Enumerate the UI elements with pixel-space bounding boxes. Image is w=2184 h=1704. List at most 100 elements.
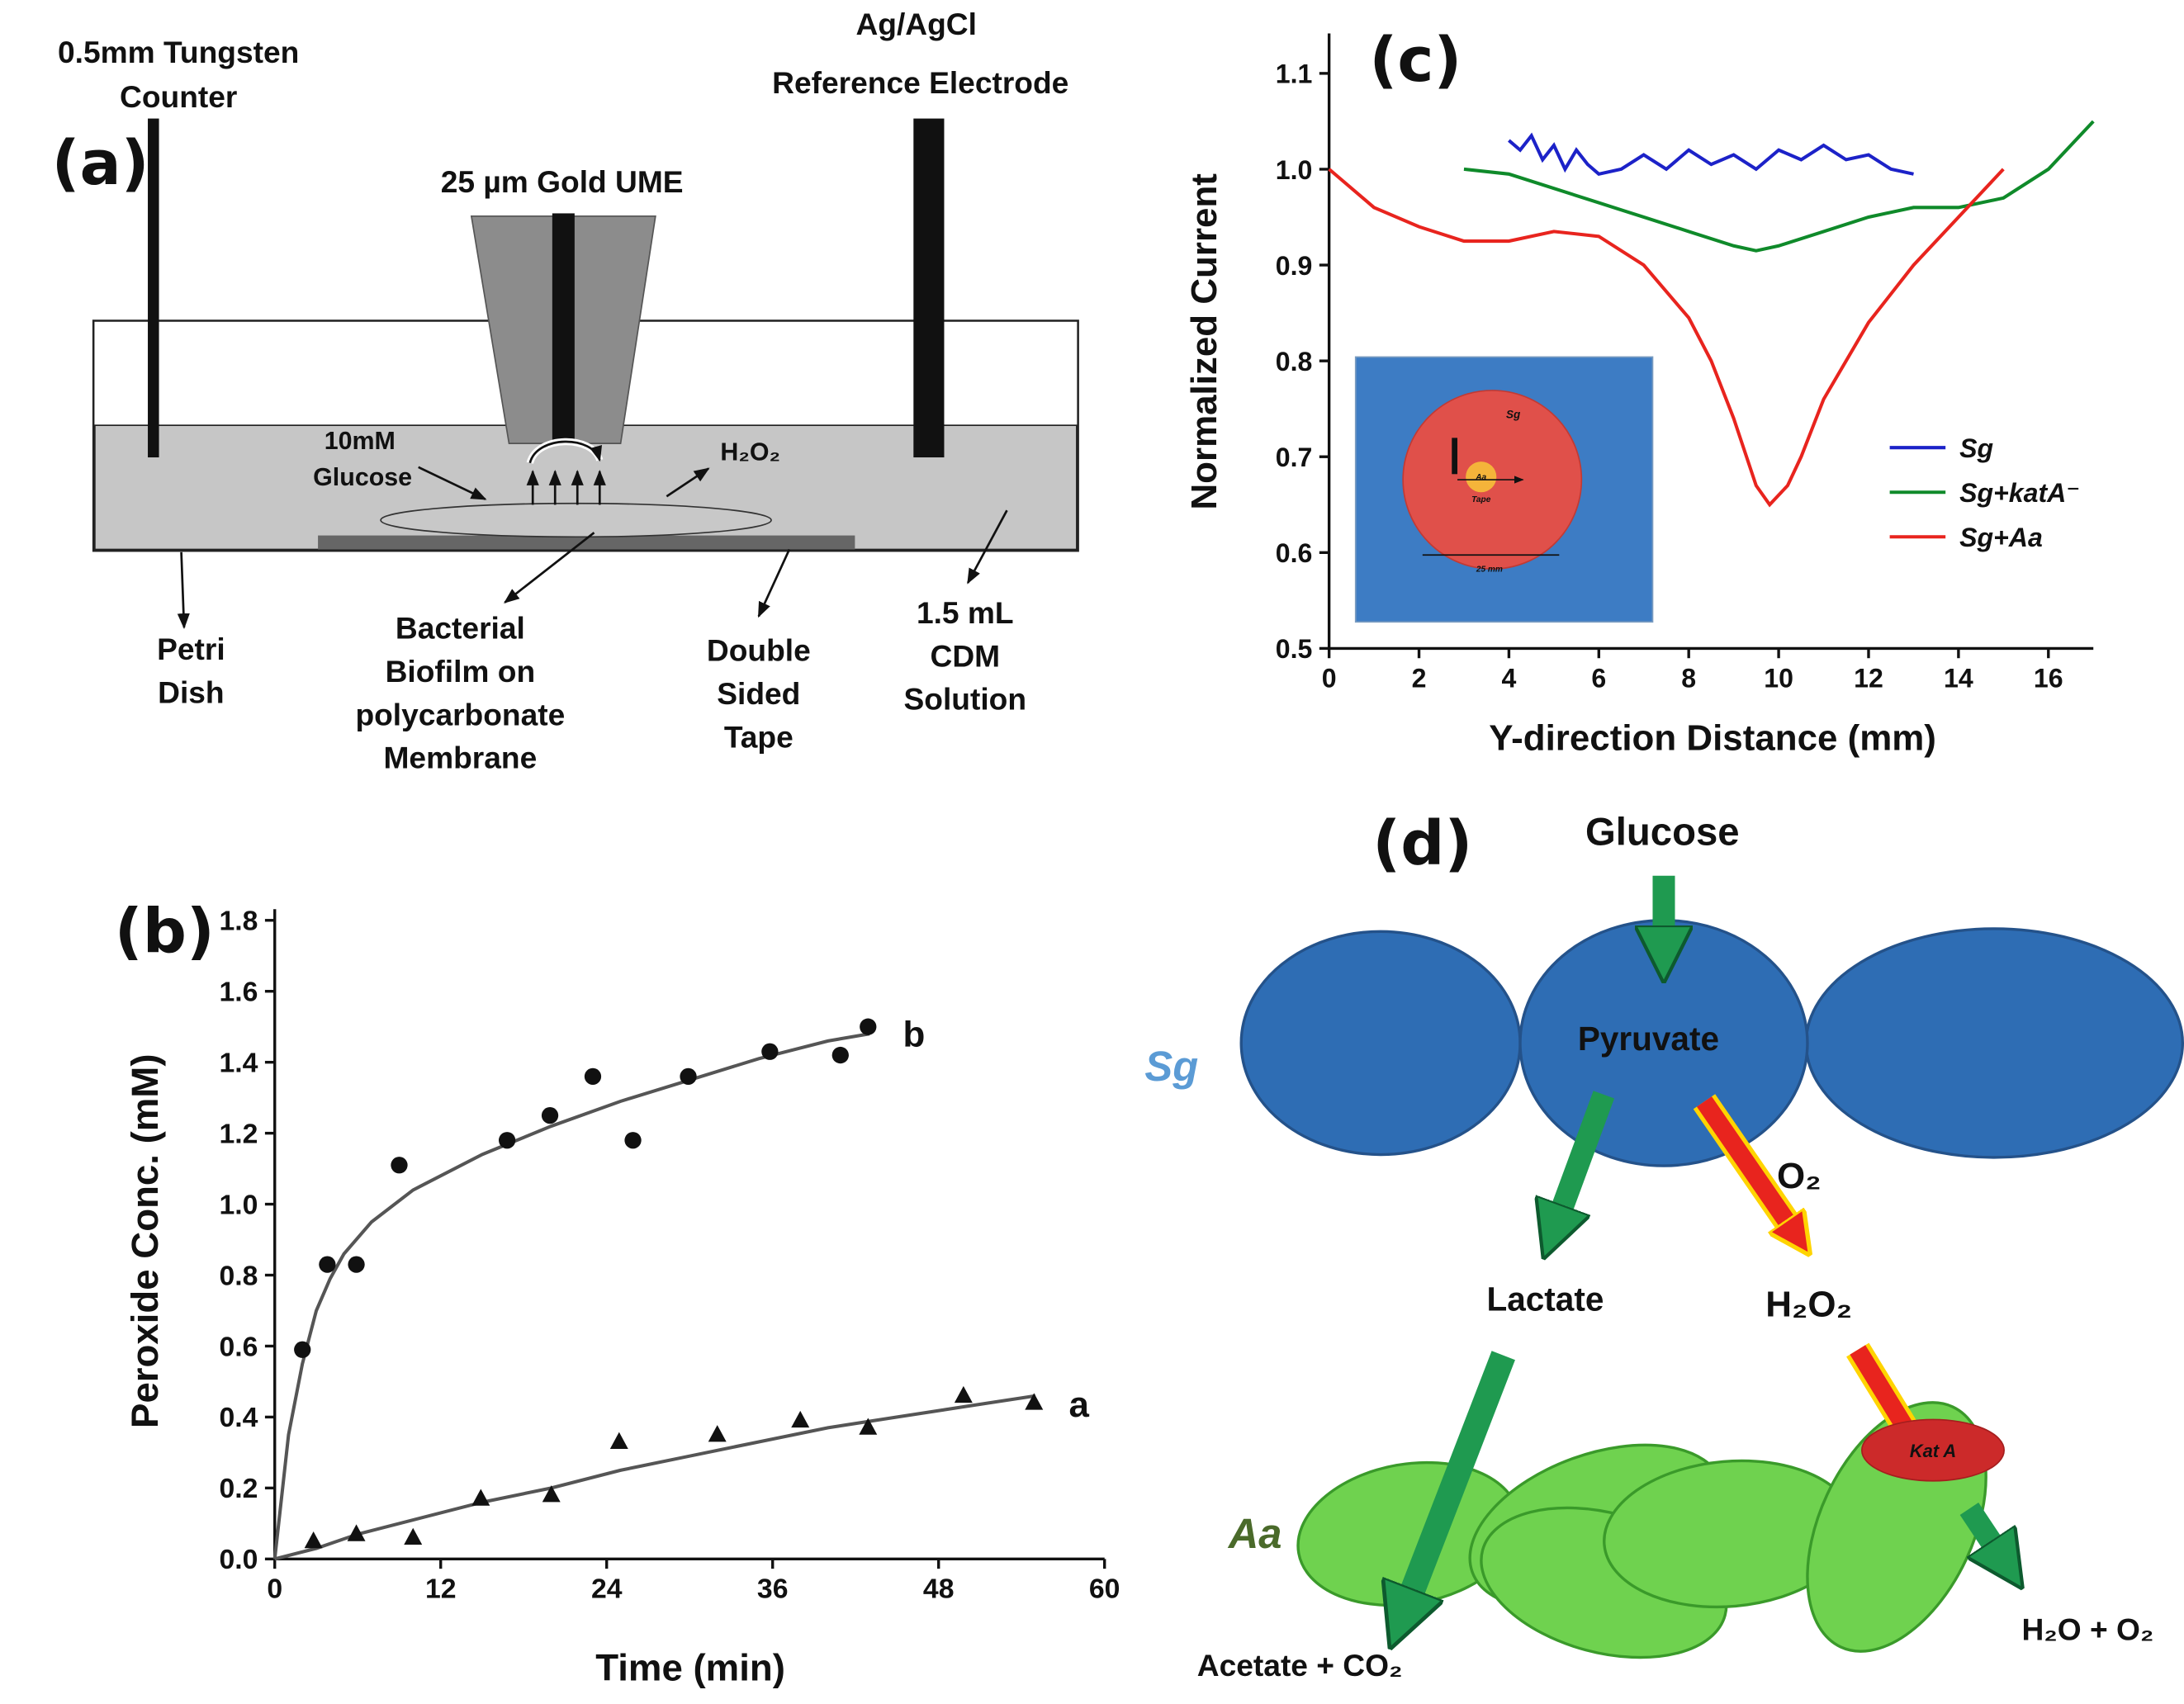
diffusion-arrows <box>177 438 1008 629</box>
y-tick-label: 0.4 <box>220 1402 258 1433</box>
point <box>761 1043 779 1060</box>
point <box>954 1385 973 1403</box>
x-tick-label: 0 <box>1322 664 1337 693</box>
point <box>304 1531 323 1549</box>
chart: (c) 0 2 4 6 8 10 12 14 16 0.5 0.6 0.7 0.8 0.9 1.0 1.1 Y-d… <box>1184 24 2095 759</box>
point <box>1025 1393 1044 1410</box>
x-tick-label: 12 <box>425 1574 457 1605</box>
tape-label: Double Sided Tape <box>707 633 811 755</box>
sg-cell <box>1239 930 1522 1157</box>
fit-line <box>272 1032 870 1560</box>
line <box>1463 120 2095 253</box>
legend-label: Sg <box>1959 433 1993 463</box>
inset-probe <box>1452 438 1458 475</box>
inset-label: 25 mm <box>1476 566 1503 575</box>
y-tick-label: 0.2 <box>220 1473 258 1504</box>
chart: (b) 0 12 24 36 48 60 0.0 0.2 0.4 0.6 0.8 1.0 1.2 1.4 1.… <box>115 896 1120 1689</box>
point <box>584 1067 602 1085</box>
aa-cells <box>1296 1401 1987 1659</box>
x-tick-label: 36 <box>757 1574 789 1605</box>
panel-label: (b) <box>115 896 215 968</box>
x-tick-label: 12 <box>1854 664 1883 693</box>
x-tick-label: 48 <box>923 1574 955 1605</box>
y-tick-label: 0.7 <box>1276 443 1313 472</box>
panel-label: (d) <box>1372 807 1472 879</box>
inset-aa <box>1466 462 1497 493</box>
y-axis-label: Normalized Current <box>1184 173 1225 510</box>
counter-label: 0.5mm Tungsten Counter <box>58 35 299 114</box>
legend-label: Sg+Aa <box>1959 523 2043 552</box>
inset-label: Tape <box>1471 495 1491 504</box>
point <box>860 1018 877 1035</box>
panel-label: (c) <box>1369 24 1462 96</box>
point <box>542 1485 561 1503</box>
y-tick-label: 0.9 <box>1276 251 1313 281</box>
y-tick-label: 1.8 <box>220 906 258 937</box>
x-tick-label: 0 <box>267 1574 282 1605</box>
point <box>347 1524 366 1541</box>
point <box>498 1132 516 1149</box>
y-tick-label: 1.2 <box>220 1118 258 1149</box>
pyruvate-label: Pyruvate <box>1578 1020 1719 1058</box>
acetate-label: Acetate + CO₂ <box>1197 1648 1403 1683</box>
series-label: b <box>902 1014 925 1054</box>
biofilm-label: Bacterial Biofilm on polycarbonate Membrane <box>355 611 565 775</box>
point <box>708 1425 727 1442</box>
x-tick-label: 24 <box>591 1574 623 1605</box>
oxygen-label: O₂ <box>1777 1156 1822 1196</box>
kata-label: Kat A <box>1910 1441 1956 1461</box>
x-tick-label: 4 <box>1501 664 1516 693</box>
x-tick-label: 6 <box>1591 664 1606 693</box>
kata-enzyme <box>1860 1418 2005 1482</box>
x-axis-label: Y-direction Distance (mm) <box>1489 718 1936 759</box>
x-axis-label: Time (min) <box>595 1646 785 1688</box>
point <box>859 1418 878 1435</box>
x-tick-label: 60 <box>1089 1574 1120 1605</box>
y-tick-label: 1.6 <box>220 977 258 1008</box>
sg-label: Sg <box>1144 1043 1198 1090</box>
sg-cell <box>1804 927 2184 1159</box>
ume-label: 25 µm Gold UME <box>441 164 684 199</box>
lactate-label: Lactate <box>1486 1280 1604 1318</box>
peroxide-label: H₂O₂ <box>720 438 780 466</box>
line <box>1508 132 1914 176</box>
x-tick-label: 10 <box>1764 664 1793 693</box>
legend-label: Sg+katA⁻ <box>1959 478 2080 508</box>
point <box>791 1410 810 1428</box>
y-tick-label: 0.5 <box>1276 634 1313 664</box>
point <box>404 1527 423 1545</box>
y-tick-label: 1.0 <box>220 1189 258 1220</box>
point <box>391 1157 408 1174</box>
point <box>609 1432 628 1449</box>
inset-label: Sg <box>1506 409 1521 421</box>
peroxide-label: H₂O₂ <box>1765 1284 1852 1324</box>
flux-arrows <box>1409 875 1997 1601</box>
point <box>831 1046 849 1064</box>
x-tick-label: 16 <box>2034 664 2063 693</box>
point <box>319 1256 336 1273</box>
point <box>680 1067 697 1085</box>
solution-label: 1.5 mL CDM Solution <box>904 595 1027 717</box>
diagram-a: (a) 0.5mm Tungsten Counter Ag/AgCl Referen… <box>52 7 1079 775</box>
dish-label: Petri Dish <box>157 632 225 709</box>
aa-label: Aa <box>1227 1510 1282 1557</box>
y-tick-label: 1.0 <box>1276 155 1313 185</box>
reference-label: Ag/AgCl Reference Electrode <box>772 7 1068 100</box>
fit-line <box>274 1394 1036 1561</box>
counter-electrode <box>148 118 159 458</box>
panel-label: (a) <box>52 127 149 199</box>
inset <box>1354 356 1654 623</box>
tape <box>318 535 855 550</box>
y-tick-label: 1.4 <box>220 1047 258 1078</box>
glucose-label: 10mM Glucose <box>313 427 412 491</box>
point <box>624 1132 642 1149</box>
y-axis-label: Peroxide Conc. (mM) <box>124 1054 166 1428</box>
inset-label: Aa <box>1475 473 1486 482</box>
gold-wire <box>552 213 575 444</box>
x-tick-label: 14 <box>1944 664 1973 693</box>
y-tick-label: 0.8 <box>1276 347 1313 376</box>
y-tick-label: 0.6 <box>220 1331 258 1362</box>
x-tick-label: 2 <box>1412 664 1427 693</box>
